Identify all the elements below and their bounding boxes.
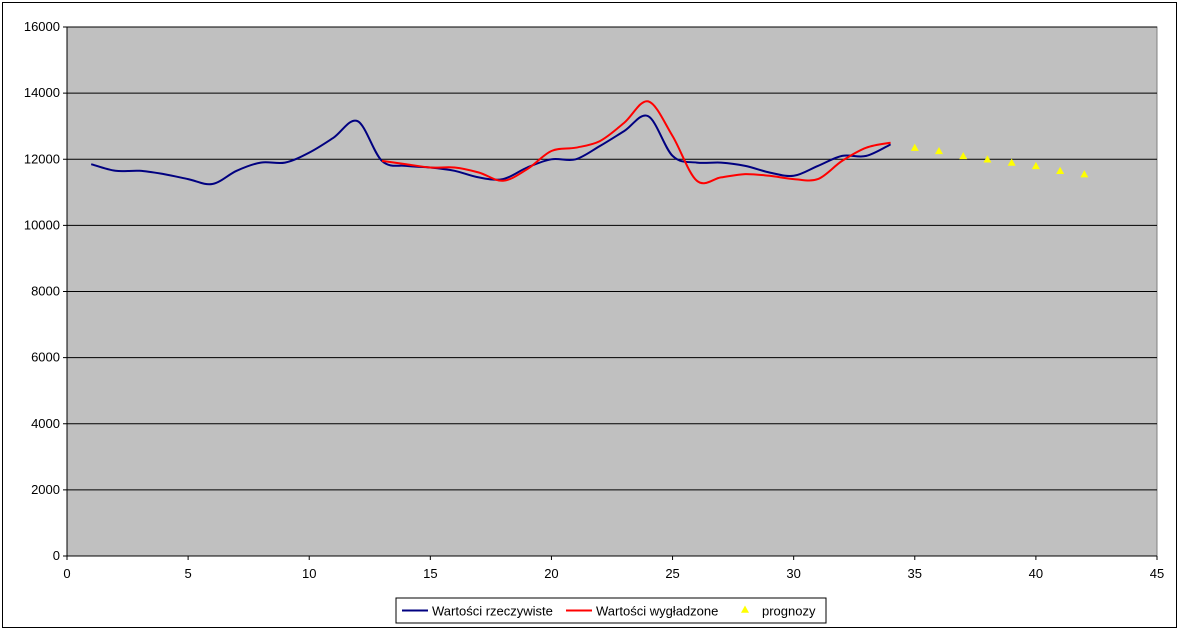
legend-box (395, 597, 827, 624)
x-tick-label: 20 (544, 566, 558, 581)
legend-label: Wartości wygładzone (596, 604, 718, 619)
forecast-marker (910, 143, 919, 151)
x-tick-label: 0 (63, 566, 70, 581)
series-line-1 (381, 100, 891, 185)
y-tick-label: 4000 (31, 416, 60, 431)
forecast-marker (935, 146, 943, 155)
x-tick-label: 15 (423, 566, 437, 581)
y-tick-label: 14000 (24, 85, 60, 100)
x-tick-label: 5 (184, 566, 191, 581)
y-tick-label: 2000 (31, 482, 60, 497)
y-tick-label: 8000 (31, 284, 60, 299)
forecast-marker (1080, 170, 1089, 178)
x-tick-label: 25 (665, 566, 679, 581)
x-tick-label: 40 (1029, 566, 1043, 581)
x-tick-label: 35 (908, 566, 922, 581)
legend-swatch (741, 605, 749, 613)
series-line-0 (90, 114, 892, 186)
y-tick-label: 16000 (24, 19, 60, 34)
legend-label: Wartości rzeczywiste (432, 604, 553, 619)
y-tick-label: 12000 (24, 151, 60, 166)
y-tick-label: 0 (53, 548, 60, 563)
y-tick-label: 10000 (24, 217, 60, 232)
y-tick-label: 6000 (31, 350, 60, 365)
forecast-marker (983, 155, 992, 163)
x-tick-label: 45 (1150, 566, 1164, 581)
x-tick-label: 10 (302, 566, 316, 581)
legend-label: prognozy (762, 604, 816, 619)
forecast-marker (1031, 161, 1040, 170)
x-tick-label: 30 (786, 566, 800, 581)
forecast-marker (1007, 158, 1016, 166)
forecast-marker (1056, 166, 1065, 175)
forecast-marker (959, 151, 968, 160)
